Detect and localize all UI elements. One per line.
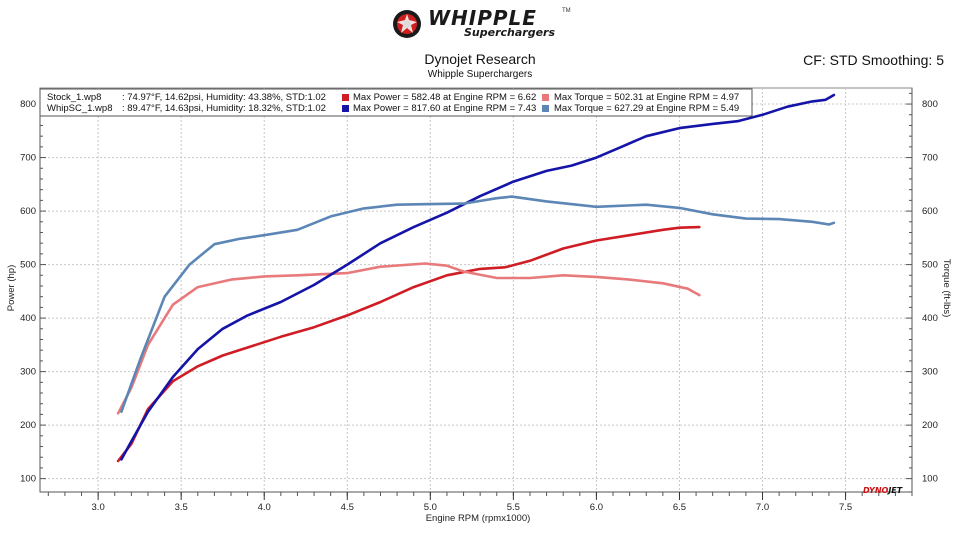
- legend-power-stock: Max Power = 582.48 at Engine RPM = 6.62: [353, 92, 536, 103]
- y-tick-label-left: 800: [20, 99, 36, 110]
- logo-wordmark: WHIPPLE: [428, 6, 537, 30]
- y-tick-label-left: 700: [20, 153, 36, 164]
- correction-smoothing-settings: CF: STD Smoothing: 5: [803, 52, 944, 68]
- y-tick-label-left: 300: [20, 367, 36, 378]
- dynojet-watermark: DYNOJET: [863, 486, 903, 495]
- series-layer: [116, 93, 836, 463]
- y-tick-label-right: 700: [922, 153, 938, 164]
- x-tick-label: 3.5: [175, 502, 188, 513]
- y-tick-label-right: 400: [922, 313, 938, 324]
- legend-box: [39, 88, 753, 117]
- x-tick-label: 5.5: [507, 502, 520, 513]
- x-tick-label: 4.5: [341, 502, 354, 513]
- logo-tagline: Superchargers: [464, 26, 556, 39]
- x-tick-label: 7.0: [756, 502, 769, 513]
- legend-conditions-stock: : 74.97°F, 14.62psi, Humidity: 43.38%, S…: [122, 92, 326, 103]
- x-tick-label: 6.0: [590, 502, 603, 513]
- y-tick-label-right: 800: [922, 99, 938, 110]
- series-line-1: [116, 225, 701, 463]
- legend-swatch-whipsc-power: [342, 105, 349, 112]
- axes: 3.0 3.5 4.0 4.5 5.0 5.5 6.0 6.5 7.0 7.5 100 100 200 2…: [20, 88, 938, 513]
- supercharger-rotor-icon: [393, 10, 421, 38]
- legend-swatch-whipsc-torque: [542, 105, 549, 112]
- y-tick-label-left: 200: [20, 420, 36, 431]
- y-tick-label-right: 100: [922, 474, 938, 485]
- legend-swatch-stock-torque: [542, 94, 549, 101]
- series-line-4: [120, 195, 836, 414]
- legend-conditions-whipsc: : 89.47°F, 14.63psi, Humidity: 18.32%, S…: [122, 103, 326, 114]
- x-tick-label: 3.0: [92, 502, 105, 513]
- legend-torque-whipsc: Max Torque = 627.29 at Engine RPM = 5.49: [554, 103, 739, 114]
- x-tick-label: 5.0: [424, 502, 437, 513]
- y-axis-title-right: Torque (ft-lbs): [941, 259, 952, 318]
- y-tick-label-right: 300: [922, 367, 938, 378]
- legend-torque-stock: Max Torque = 502.31 at Engine RPM = 4.97: [554, 92, 739, 103]
- y-tick-label-right: 500: [922, 260, 938, 271]
- x-axis-title: Engine RPM (rpmx1000): [426, 513, 531, 524]
- legend-power-whipsc: Max Power = 817.60 at Engine RPM = 7.43: [353, 103, 536, 114]
- y-tick-label-right: 200: [922, 420, 938, 431]
- y-tick-label-right: 600: [922, 206, 938, 217]
- chart-title: Dynojet Research: [424, 51, 536, 67]
- legend-file-whipsc: WhipSC_1.wp8: [47, 103, 112, 114]
- y-tick-label-left: 100: [20, 474, 36, 485]
- legend-swatch-stock-power: [342, 94, 349, 101]
- legend: Stock_1.wp8 : 74.97°F, 14.62psi, Humidit…: [39, 88, 753, 117]
- chart-subtitle: Whipple Superchargers: [427, 69, 533, 80]
- y-tick-label-left: 500: [20, 260, 36, 271]
- y-axis-title-left: Power (hp): [6, 265, 17, 311]
- whipple-logo: WHIPPLE TM Superchargers: [390, 6, 571, 42]
- y-tick-label-left: 600: [20, 206, 36, 217]
- y-tick-label-left: 400: [20, 313, 36, 324]
- series-line-3: [120, 93, 836, 461]
- series-line-2: [116, 262, 701, 415]
- x-tick-label: 6.5: [673, 502, 686, 513]
- legend-file-stock: Stock_1.wp8: [47, 92, 101, 103]
- logo-trademark: TM: [562, 8, 571, 14]
- x-tick-label: 4.0: [258, 502, 271, 513]
- x-tick-label: 7.5: [839, 502, 852, 513]
